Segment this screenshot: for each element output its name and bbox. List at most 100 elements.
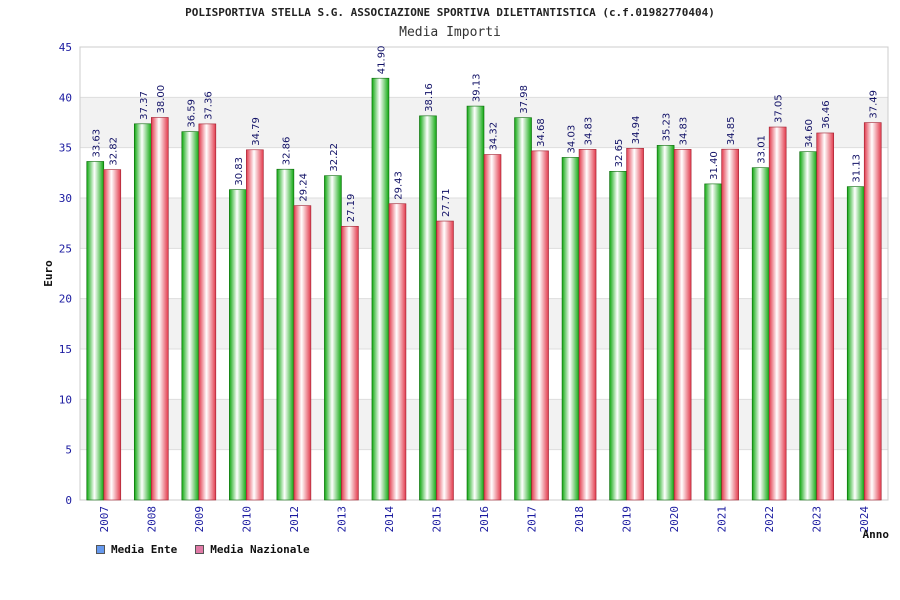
- data-label: 27.71: [441, 188, 452, 217]
- data-label: 32.22: [329, 143, 340, 172]
- data-label: 31.40: [709, 151, 720, 180]
- x-tick-label: 2013: [335, 506, 348, 533]
- bar-media-ente: [846, 186, 865, 501]
- bar-media-ente: [86, 161, 105, 501]
- legend-label-media-nazionale: Media Nazionale: [210, 543, 310, 556]
- bar-media-ente: [561, 157, 580, 501]
- data-label: 37.05: [774, 94, 785, 123]
- x-tick-label: 2022: [763, 506, 776, 533]
- data-label: 34.79: [251, 117, 262, 146]
- bar-media-nazionale: [436, 220, 454, 501]
- data-label: 34.83: [679, 117, 690, 146]
- y-tick-label: 40: [59, 91, 72, 104]
- x-tick-label: 2024: [858, 506, 871, 533]
- data-label: 34.68: [536, 118, 547, 147]
- y-axis-title: Euro: [42, 260, 55, 287]
- data-label: 38.16: [424, 83, 435, 112]
- bar-media-nazionale: [341, 225, 359, 501]
- y-tick-label: 10: [59, 393, 72, 406]
- x-tick-label: 2009: [193, 506, 206, 533]
- legend-label-media-ente: Media Ente: [111, 543, 178, 556]
- legend-swatch-media-nazionale: [195, 545, 205, 554]
- x-tick-label: 2017: [526, 506, 539, 533]
- x-tick-label: 2020: [668, 506, 681, 533]
- data-label: 34.94: [631, 116, 642, 145]
- bar-media-nazionale: [626, 147, 644, 501]
- x-tick-label: 2023: [811, 506, 824, 533]
- bar-media-nazionale: [768, 126, 787, 501]
- bar-media-nazionale: [150, 117, 169, 501]
- bar-media-ente: [609, 171, 627, 501]
- data-label: 27.19: [346, 194, 357, 223]
- bar-media-nazionale: [246, 149, 264, 501]
- data-label: 37.37: [139, 91, 150, 120]
- data-label: 38.00: [156, 85, 167, 114]
- legend-item-media-ente: Media Ente: [96, 543, 177, 556]
- x-tick-label: 2007: [98, 506, 111, 533]
- x-tick-label: 2014: [383, 506, 396, 533]
- data-label: 36.59: [186, 99, 197, 128]
- bar-media-nazionale: [198, 123, 217, 501]
- data-label: 30.83: [234, 157, 245, 186]
- data-label: 37.36: [203, 91, 214, 120]
- y-tick-label: 35: [59, 142, 72, 155]
- bar-media-nazionale: [483, 154, 502, 501]
- data-label: 32.86: [281, 137, 292, 166]
- chart-title: POLISPORTIVA STELLA S.G. ASSOCIAZIONE SP…: [185, 6, 715, 19]
- x-tick-label: 2016: [478, 506, 491, 533]
- bar-media-ente: [229, 189, 247, 501]
- bar-media-ente: [324, 175, 342, 501]
- data-label: 32.82: [108, 137, 119, 166]
- data-label: 31.13: [852, 154, 863, 183]
- x-tick-label: 2008: [145, 506, 158, 533]
- bar-media-nazionale: [721, 148, 739, 501]
- data-label: 33.01: [757, 135, 768, 164]
- data-label: 34.83: [584, 117, 595, 146]
- data-label: 34.32: [489, 122, 500, 151]
- bar-media-ente: [181, 131, 200, 501]
- y-tick-label: 30: [59, 192, 72, 205]
- bar-media-nazionale: [293, 205, 312, 501]
- bar-media-ente: [133, 123, 152, 501]
- x-tick-label: 2012: [288, 506, 301, 533]
- data-label: 34.60: [804, 119, 815, 148]
- y-tick-label: 15: [59, 343, 72, 356]
- data-label: 29.43: [393, 171, 404, 200]
- bar-media-ente: [656, 145, 675, 501]
- y-tick-label: 20: [59, 293, 72, 306]
- data-label: 39.13: [472, 73, 483, 102]
- data-label: 37.98: [519, 85, 530, 114]
- y-tick-label: 45: [59, 41, 72, 54]
- bar-media-nazionale: [578, 149, 597, 501]
- data-label: 36.46: [821, 100, 832, 129]
- bar-media-ente: [799, 151, 818, 501]
- bar-media-ente: [751, 167, 770, 501]
- x-tick-label: 2015: [430, 506, 443, 533]
- x-tick-label: 2018: [573, 506, 586, 533]
- bar-media-nazionale: [816, 132, 835, 501]
- legend-swatch-media-ente: [96, 545, 105, 554]
- data-label: 32.65: [614, 139, 625, 168]
- y-tick-label: 0: [65, 494, 72, 507]
- data-label: 33.63: [91, 129, 102, 158]
- bar-media-nazionale: [863, 122, 882, 501]
- x-tick-label: 2021: [716, 506, 729, 533]
- bar-media-ente: [514, 117, 532, 501]
- chart-subtitle: Media Importi: [399, 25, 501, 40]
- data-label: 37.49: [869, 90, 880, 119]
- bar-media-nazionale: [103, 169, 122, 501]
- bar-media-ente: [371, 77, 390, 501]
- bar-media-nazionale: [531, 150, 549, 501]
- x-tick-label: 2019: [621, 506, 634, 533]
- bar-media-nazionale: [388, 203, 407, 501]
- bar-media-ente: [419, 115, 437, 501]
- data-label: 35.23: [662, 113, 673, 142]
- bar-media-ente: [466, 105, 485, 501]
- y-tick-label: 5: [65, 444, 72, 457]
- legend: Media Ente Media Nazionale: [96, 543, 310, 556]
- x-tick-label: 2010: [240, 506, 253, 533]
- bar-media-ente: [276, 168, 295, 501]
- bar-media-nazionale: [673, 149, 692, 501]
- x-axis-title: Anno: [863, 528, 890, 541]
